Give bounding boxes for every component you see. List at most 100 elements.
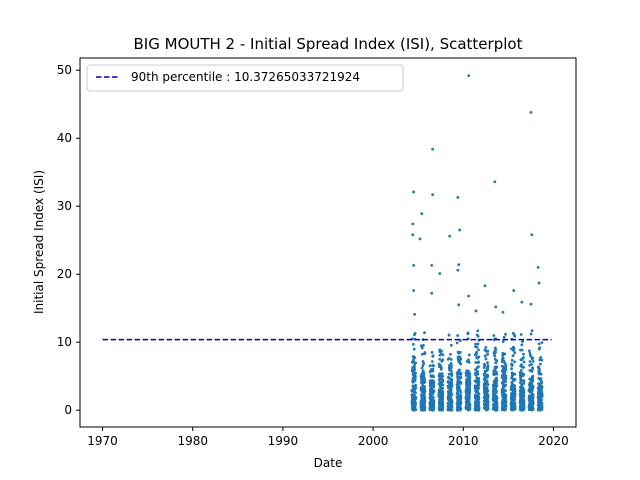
data-point	[510, 347, 513, 351]
data-point	[464, 400, 468, 404]
data-point	[423, 377, 426, 381]
data-point	[422, 388, 426, 392]
data-point	[501, 340, 505, 343]
data-point	[457, 398, 461, 402]
data-point	[520, 363, 523, 367]
data-point	[493, 354, 497, 358]
data-point	[449, 362, 453, 365]
data-point	[503, 392, 506, 396]
data-point	[484, 357, 488, 361]
data-point	[429, 382, 432, 386]
data-point	[457, 385, 461, 389]
data-point	[467, 74, 471, 78]
x-tick-label: 1970	[87, 434, 118, 448]
y-tick-label: 40	[57, 131, 72, 145]
data-point	[528, 399, 532, 403]
data-point	[494, 361, 498, 364]
data-point	[521, 340, 524, 343]
data-point	[449, 369, 453, 373]
data-point	[501, 365, 505, 369]
data-point	[438, 385, 442, 388]
data-point	[486, 365, 490, 369]
data-point	[483, 362, 486, 366]
data-point	[431, 395, 435, 399]
data-point	[459, 381, 463, 385]
data-point	[430, 350, 434, 354]
data-point	[449, 399, 452, 403]
x-tick-label: 1980	[177, 434, 208, 448]
data-point	[464, 397, 468, 401]
data-point	[511, 331, 515, 335]
plot-frame	[79, 57, 577, 428]
data-point	[483, 354, 487, 358]
data-point	[412, 369, 416, 373]
data-point	[486, 406, 490, 410]
data-point	[441, 358, 445, 362]
data-point	[484, 396, 488, 400]
data-point	[438, 357, 442, 361]
data-point	[423, 351, 427, 354]
data-point	[411, 233, 415, 237]
data-point	[492, 373, 496, 377]
data-point	[504, 332, 507, 336]
data-point	[528, 349, 531, 353]
data-point	[511, 407, 515, 411]
data-point	[438, 272, 442, 275]
data-point	[537, 342, 541, 346]
data-point	[485, 373, 489, 377]
data-point	[474, 342, 478, 346]
data-point	[467, 353, 471, 357]
data-point	[438, 375, 442, 379]
data-point	[484, 346, 488, 349]
data-point	[431, 367, 435, 371]
data-point	[522, 352, 525, 356]
data-point	[457, 408, 460, 411]
y-axis-label: Initial Spread Index (ISI)	[32, 170, 46, 314]
data-point	[411, 373, 415, 377]
data-point	[486, 389, 490, 393]
data-point	[450, 372, 454, 375]
data-point	[429, 388, 433, 392]
data-point	[501, 351, 505, 355]
data-point	[510, 358, 514, 362]
data-point	[530, 233, 534, 237]
data-point	[432, 389, 435, 393]
data-point	[449, 358, 453, 361]
data-point	[475, 333, 479, 337]
y-tick-label: 30	[57, 199, 72, 213]
data-point	[438, 372, 441, 376]
data-point	[423, 406, 427, 410]
data-point	[484, 386, 488, 390]
data-point	[413, 331, 417, 335]
data-point	[421, 359, 425, 363]
data-point	[437, 365, 441, 369]
data-point	[412, 263, 416, 267]
data-point	[438, 398, 442, 402]
data-point	[475, 376, 479, 380]
data-point	[483, 369, 487, 373]
data-point	[493, 365, 497, 369]
legend-box	[86, 64, 404, 92]
data-point	[502, 335, 506, 339]
data-point	[459, 376, 463, 380]
data-point	[456, 268, 460, 272]
data-point	[519, 348, 522, 352]
data-point	[457, 393, 461, 397]
data-point	[447, 357, 451, 360]
data-point	[450, 374, 454, 377]
data-point	[413, 379, 417, 383]
data-point	[456, 381, 460, 385]
data-point	[441, 408, 444, 412]
data-point	[474, 373, 478, 377]
data-point	[538, 377, 542, 381]
data-point	[522, 356, 525, 359]
data-point	[504, 404, 508, 408]
data-point	[539, 407, 543, 410]
data-point	[519, 368, 523, 372]
data-point	[503, 371, 507, 374]
data-point	[448, 367, 451, 371]
data-point	[529, 383, 532, 387]
data-point	[501, 358, 504, 362]
data-point	[456, 373, 459, 376]
